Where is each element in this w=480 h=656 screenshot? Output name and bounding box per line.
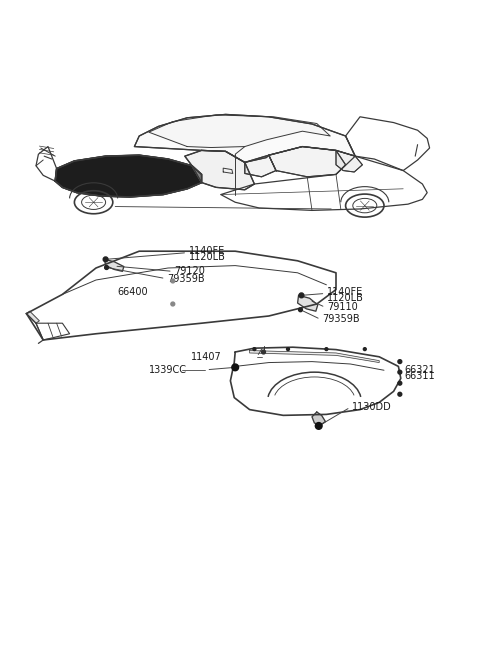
Polygon shape [245,155,276,177]
Polygon shape [55,155,202,197]
Polygon shape [269,146,346,177]
Polygon shape [134,114,355,163]
Circle shape [262,350,265,354]
Circle shape [287,348,289,350]
Circle shape [363,348,366,350]
Polygon shape [250,350,379,363]
Text: 66321: 66321 [404,365,435,375]
Circle shape [398,370,402,374]
Polygon shape [336,150,362,172]
Text: 66400: 66400 [118,287,148,297]
Text: 11407: 11407 [191,352,222,362]
Circle shape [299,293,304,298]
Text: 1140FE: 1140FE [189,246,225,256]
Polygon shape [298,295,318,311]
Text: 1140FE: 1140FE [327,287,363,297]
Polygon shape [312,412,325,425]
Text: 79359B: 79359B [322,314,360,324]
Text: 79359B: 79359B [167,274,204,283]
Circle shape [398,392,402,396]
Circle shape [232,364,239,371]
Text: 1120LB: 1120LB [327,293,364,303]
Text: 66311: 66311 [404,371,435,382]
Text: 79120: 79120 [174,266,205,276]
Text: 1130DD: 1130DD [352,402,392,412]
Text: 1339CC: 1339CC [149,365,187,375]
Circle shape [398,359,402,363]
Circle shape [253,348,256,350]
Text: 79110: 79110 [327,302,358,312]
Circle shape [315,422,322,429]
Circle shape [103,257,108,262]
Polygon shape [105,259,124,272]
Circle shape [299,308,302,312]
Circle shape [105,266,108,270]
Circle shape [171,279,175,283]
Circle shape [325,348,328,350]
Polygon shape [185,150,254,190]
Polygon shape [149,115,330,148]
Circle shape [171,302,175,306]
Polygon shape [26,311,39,323]
Circle shape [398,381,402,385]
Text: 1120LB: 1120LB [189,253,226,262]
